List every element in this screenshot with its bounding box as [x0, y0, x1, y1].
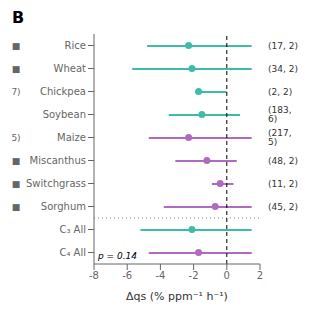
svg-text:(217,5): (217,5)	[268, 128, 292, 147]
svg-text:(48, 2): (48, 2)	[268, 156, 298, 166]
html-text:B: B	[12, 8, 25, 27]
svg-text:-6: -6	[122, 270, 132, 281]
svg-text:5): 5)	[11, 133, 20, 143]
svg-text:■: ■	[12, 156, 21, 166]
svg-text:Maize: Maize	[57, 132, 86, 143]
svg-text:-8: -8	[89, 270, 99, 281]
svg-text:(45, 2): (45, 2)	[268, 202, 298, 212]
svg-text:(34, 2): (34, 2)	[268, 64, 298, 74]
svg-text:■: ■	[12, 64, 21, 74]
svg-text:-4: -4	[155, 270, 165, 281]
svg-text:■: ■	[12, 202, 21, 212]
svg-text:Wheat: Wheat	[54, 63, 87, 74]
svg-text:Δqs (% ppm⁻¹ h⁻¹): Δqs (% ppm⁻¹ h⁻¹)	[126, 290, 228, 303]
svg-text:0: 0	[224, 270, 230, 281]
svg-text:7): 7)	[11, 87, 20, 97]
svg-text:Rice: Rice	[65, 40, 86, 51]
svg-text:(183,6): (183,6)	[268, 105, 292, 124]
svg-text:(2, 2): (2, 2)	[268, 87, 292, 97]
svg-text:C₃ All: C₃ All	[59, 224, 86, 235]
svg-text:2: 2	[257, 270, 263, 281]
svg-text:Sorghum: Sorghum	[41, 201, 86, 212]
svg-text:Miscanthus: Miscanthus	[30, 155, 86, 166]
svg-text:■: ■	[12, 179, 21, 189]
html-text:p = 0.14: p = 0.14	[98, 251, 137, 261]
svg-text:C₄ All: C₄ All	[59, 247, 86, 258]
svg-text:Switchgrass: Switchgrass	[26, 178, 86, 189]
svg-text:(11, 2): (11, 2)	[268, 179, 298, 189]
svg-text:Soybean: Soybean	[43, 109, 86, 120]
svg-text:Chickpea: Chickpea	[40, 86, 86, 97]
svg-text:(17, 2): (17, 2)	[268, 41, 298, 51]
svg-text:■: ■	[12, 41, 21, 51]
svg-text:-2: -2	[189, 270, 199, 281]
